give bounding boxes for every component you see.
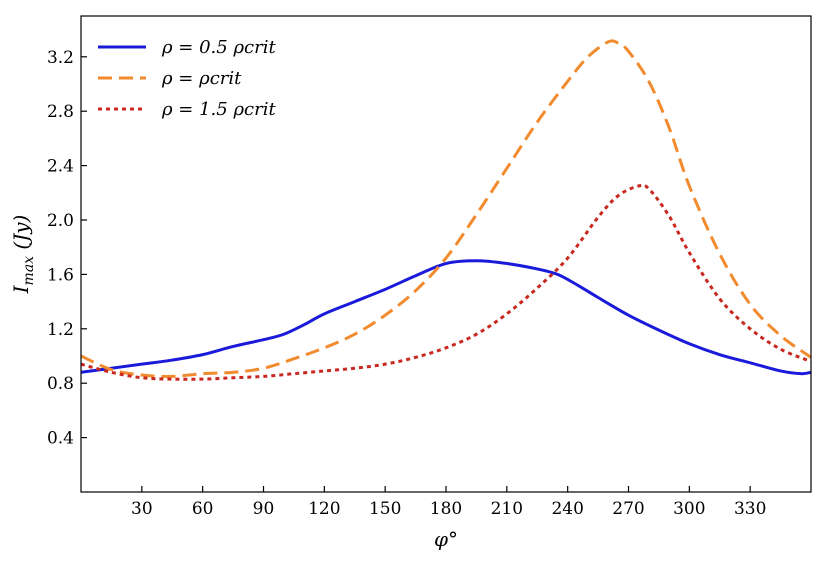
y-tick-label: 0.8 [47, 374, 74, 394]
series-line-2 [81, 39, 811, 378]
x-tick-label: 300 [673, 499, 705, 519]
x-tick-label: 90 [253, 499, 275, 519]
y-tick-label: 0.4 [47, 429, 74, 449]
y-tick-label: 3.2 [47, 48, 74, 68]
legend-label-1: ρ = 0.5 ρcrit [161, 37, 276, 58]
y-tick-label: 1.6 [47, 265, 74, 285]
x-tick-label: 120 [308, 499, 340, 519]
x-tick-label: 60 [192, 499, 214, 519]
x-tick-label: 270 [612, 499, 644, 519]
x-tick-label: 150 [369, 499, 401, 519]
legend-label-2: ρ = ρcrit [161, 68, 242, 89]
y-tick-label: 1.2 [47, 320, 74, 340]
y-tick-label: 2.4 [47, 157, 74, 177]
x-tick-label: 330 [734, 499, 766, 519]
ticks-layer: 30 60 90 120 150 180 210 240 270 300 330 0.4 0.8 1.2 1… [47, 48, 766, 519]
series-layer [81, 39, 811, 381]
x-tick-label: 180 [430, 499, 462, 519]
x-tick-label: 210 [491, 499, 523, 519]
y-axis-label: Imax (Jy) [9, 215, 37, 295]
y-axis-label-unit: (Jy) [9, 215, 33, 256]
x-axis-label: φ° [434, 527, 458, 551]
x-tick-label: 30 [131, 499, 153, 519]
y-tick-label: 2.8 [47, 102, 74, 122]
series-line-1 [81, 259, 811, 376]
legend: ρ = 0.5 ρcrit ρ = ρcrit ρ = 1.5 ρcrit [98, 37, 276, 120]
y-axis-label-subscript: max [21, 256, 37, 286]
legend-label-3: ρ = 1.5 ρcrit [161, 99, 276, 120]
series-line-3 [81, 183, 811, 381]
x-tick-label: 240 [551, 499, 583, 519]
y-axis-label-main: I [9, 284, 33, 294]
y-tick-label: 2.0 [47, 211, 74, 231]
